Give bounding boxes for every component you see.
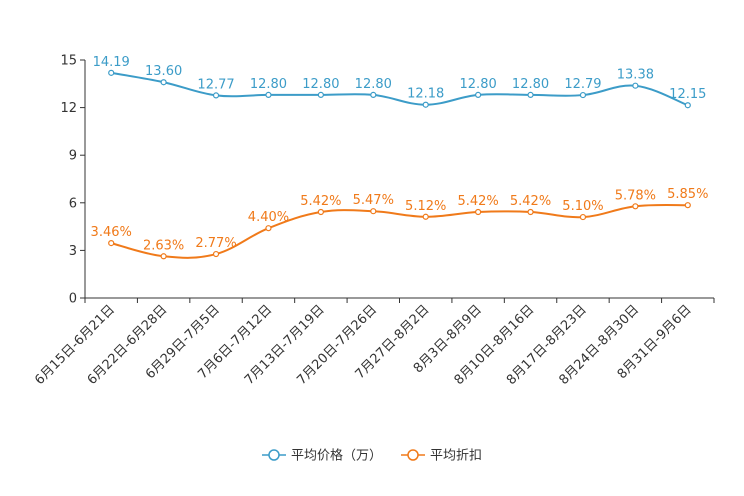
series-line [111, 71, 689, 107]
y-tick-label: 0 [69, 292, 77, 307]
data-label: 5.78% [615, 188, 656, 203]
legend-marker [268, 449, 280, 461]
data-label: 12.80 [460, 77, 497, 92]
legend-item-2: 平均折扣 [401, 449, 482, 464]
data-label: 5.42% [457, 194, 498, 209]
data-point [160, 79, 167, 86]
y-tick-label: 12 [60, 101, 77, 116]
data-point [212, 92, 220, 99]
data-point [632, 82, 639, 89]
y-tick-label: 6 [69, 196, 77, 211]
data-label: 12.80 [512, 77, 549, 92]
data-point [422, 101, 429, 108]
legend-label: 平均价格（万） [291, 448, 382, 464]
legend-marker [407, 449, 419, 461]
data-point [684, 202, 691, 209]
data-label: 13.38 [617, 68, 654, 83]
data-label: 2.77% [195, 236, 236, 251]
data-label: 12.18 [407, 87, 444, 102]
data-point [527, 208, 534, 216]
data-point [684, 102, 691, 109]
data-label: 14.19 [93, 55, 130, 70]
data-label: 5.42% [510, 194, 551, 209]
data-label: 12.80 [302, 77, 339, 92]
series-layer: 14.19 13.60 12.77 12.80 12.80 12.80 12.18 12.80… [91, 55, 708, 260]
data-point [108, 69, 115, 76]
data-point [160, 253, 167, 260]
data-label: 5.12% [405, 199, 446, 214]
data-label: 5.85% [667, 187, 708, 202]
series-1: 14.19 13.60 12.77 12.80 12.80 12.80 12.18 12.80… [93, 55, 706, 109]
axes: 036912156月15日-6月21日6月22日-6月28日6月29日-7月5日… [32, 54, 715, 388]
series-2: 3.46% 2.63% 2.77% 4.40% 5.42% 5.47% 5.12% 5.42%… [91, 187, 708, 260]
data-point [475, 91, 482, 99]
data-label: 2.63% [143, 238, 184, 253]
data-label: 12.80 [355, 77, 392, 92]
legend: 平均价格（万） 平均折扣 [262, 448, 482, 464]
data-label: 4.40% [248, 210, 289, 225]
data-label: 5.10% [562, 199, 603, 214]
data-point [212, 250, 220, 258]
data-point [317, 91, 324, 99]
data-label: 12.77 [197, 77, 234, 92]
data-point [475, 208, 482, 216]
data-label: 3.46% [91, 225, 132, 240]
data-label: 12.79 [564, 77, 601, 92]
legend-item-1: 平均价格（万） [262, 448, 382, 464]
data-label: 12.80 [250, 77, 287, 92]
data-point [579, 91, 587, 99]
series-line [110, 204, 688, 259]
data-point [579, 213, 587, 221]
y-tick-label: 15 [60, 54, 77, 69]
data-point [108, 240, 115, 247]
data-point [317, 208, 324, 216]
y-tick-label: 9 [69, 149, 77, 164]
data-point [265, 225, 272, 232]
data-point [632, 203, 639, 210]
data-label: 12.15 [669, 87, 706, 102]
data-label: 5.42% [300, 194, 341, 209]
y-tick-label: 3 [69, 244, 77, 259]
data-point [265, 91, 272, 99]
data-label: 13.60 [145, 64, 182, 79]
data-point [422, 213, 429, 220]
data-point [527, 91, 534, 99]
legend-label: 平均折扣 [430, 449, 482, 464]
data-point [370, 91, 377, 99]
data-point [370, 208, 377, 215]
data-label: 5.47% [353, 193, 394, 208]
